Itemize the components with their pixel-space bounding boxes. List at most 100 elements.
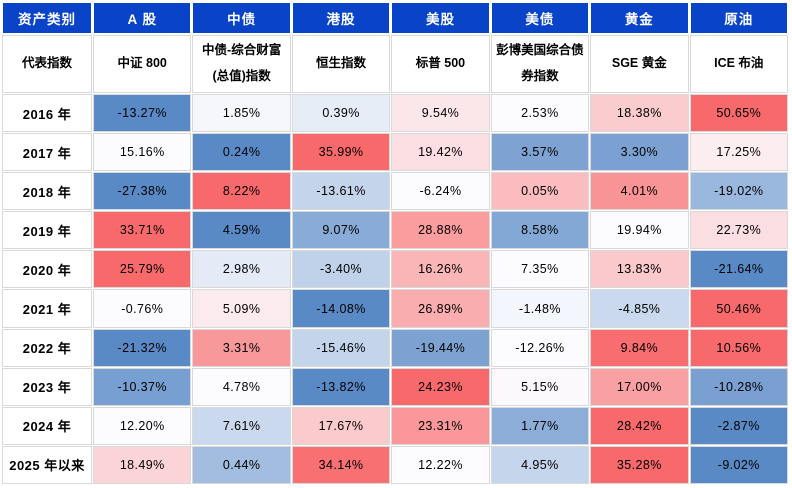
return-cell: 17.67% xyxy=(292,407,390,444)
year-label: 2024 年 xyxy=(3,407,91,444)
header-row: 资产类别 A 股中债 港股 美股 美债 黄金 原油 xyxy=(3,3,787,33)
return-cell: 7.35% xyxy=(491,251,589,288)
return-cell: 5.15% xyxy=(491,368,589,405)
corner-header-cell: 资产类别 xyxy=(3,3,91,33)
year-label: 2020 年 xyxy=(3,251,91,288)
return-cell: 18.49% xyxy=(94,446,191,483)
return-cell: 0.05% xyxy=(491,173,589,210)
return-cell: -19.02% xyxy=(690,173,787,210)
return-cell: -10.37% xyxy=(94,368,191,405)
table-row: 2020 年 25.79% 2.98% -3.40% 16.26% 7.35% 13.83%… xyxy=(3,251,787,288)
index-name: 中证 800 xyxy=(94,36,191,92)
return-cell: 34.14% xyxy=(292,446,390,483)
index-name: 中债-综合财富 (总值)指数 xyxy=(193,36,290,92)
return-cell: -13.27% xyxy=(94,95,191,132)
return-cell: -3.40% xyxy=(292,251,390,288)
return-cell: 16.26% xyxy=(392,251,489,288)
table-row: 2023 年 -10.37% 4.78% -13.82% 24.23% 5.15% 17.0… xyxy=(3,368,787,405)
year-label: 2017 年 xyxy=(3,134,91,171)
column-header: 美债 xyxy=(491,3,589,33)
return-cell: 1.77% xyxy=(491,407,589,444)
index-name: SGE 黄金 xyxy=(591,36,688,92)
column-header: 美股 xyxy=(392,3,489,33)
index-name: ICE 布油 xyxy=(690,36,787,92)
return-cell: 4.59% xyxy=(193,212,290,249)
index-row-label: 代表指数 xyxy=(3,36,91,92)
table-row: 2021 年 -0.76% 5.09% -14.08% 26.89% -1.48% -4.8… xyxy=(3,290,787,327)
return-cell: -21.32% xyxy=(94,329,191,366)
return-cell: -19.44% xyxy=(392,329,489,366)
return-cell: 35.99% xyxy=(292,134,390,171)
return-cell: 4.95% xyxy=(491,446,589,483)
index-row: 代表指数 中证 800 中债-综合财富 (总值)指数 恒生指数 标普 500 彭博美国综合… xyxy=(3,36,787,92)
return-cell: 0.39% xyxy=(292,95,390,132)
return-cell: 8.58% xyxy=(491,212,589,249)
table-row: 2018 年 -27.38% 8.22% -13.61% -6.24% 0.05% 4.01… xyxy=(3,173,787,210)
return-cell: 28.42% xyxy=(591,407,688,444)
return-cell: -0.76% xyxy=(94,290,191,327)
return-cell: 25.79% xyxy=(94,251,191,288)
return-cell: 22.73% xyxy=(690,212,787,249)
return-cell: 23.31% xyxy=(392,407,489,444)
column-header: A 股 xyxy=(94,3,191,33)
year-label: 2016 年 xyxy=(3,95,91,132)
return-cell: 26.89% xyxy=(392,290,489,327)
return-cell: -4.85% xyxy=(591,290,688,327)
index-name: 彭博美国综合债 券指数 xyxy=(491,36,589,92)
return-cell: -12.26% xyxy=(491,329,589,366)
return-cell: 5.09% xyxy=(193,290,290,327)
return-cell: 1.85% xyxy=(193,95,290,132)
year-label: 2025 年以来 xyxy=(3,446,91,483)
return-cell: 12.22% xyxy=(392,446,489,483)
return-cell: 24.23% xyxy=(392,368,489,405)
return-cell: -10.28% xyxy=(690,368,787,405)
table-row: 2024 年 12.20% 7.61% 17.67% 23.31% 1.77% 28.42%… xyxy=(3,407,787,444)
return-cell: 15.16% xyxy=(94,134,191,171)
column-header: 原油 xyxy=(690,3,787,33)
return-cell: 9.84% xyxy=(591,329,688,366)
return-cell: 4.78% xyxy=(193,368,290,405)
return-cell: -2.87% xyxy=(690,407,787,444)
table-row: 2022 年 -21.32% 3.31% -15.46% -19.44% -12.26% 9… xyxy=(3,329,787,366)
return-cell: 12.20% xyxy=(94,407,191,444)
return-cell: 17.25% xyxy=(690,134,787,171)
return-cell: 50.46% xyxy=(690,290,787,327)
return-cell: 3.57% xyxy=(491,134,589,171)
year-label: 2019 年 xyxy=(3,212,91,249)
return-cell: 4.01% xyxy=(591,173,688,210)
return-cell: 2.53% xyxy=(491,95,589,132)
column-header: 黄金 xyxy=(591,3,688,33)
column-header: 中债 xyxy=(193,3,290,33)
index-name: 标普 500 xyxy=(392,36,489,92)
return-cell: 3.31% xyxy=(193,329,290,366)
return-cell: 33.71% xyxy=(94,212,191,249)
table-row: 2016 年 -13.27% 1.85% 0.39% 9.54% 2.53% 18.38% 5… xyxy=(3,95,787,132)
year-label: 2021 年 xyxy=(3,290,91,327)
return-cell: 18.38% xyxy=(591,95,688,132)
return-cell: 17.00% xyxy=(591,368,688,405)
return-cell: -27.38% xyxy=(94,173,191,210)
return-cell: 0.24% xyxy=(193,134,290,171)
return-cell: -9.02% xyxy=(690,446,787,483)
return-cell: -14.08% xyxy=(292,290,390,327)
table-row: 2019 年 33.71% 4.59% 9.07% 28.88% 8.58% 19.94% 2… xyxy=(3,212,787,249)
return-cell: -1.48% xyxy=(491,290,589,327)
return-cell: 19.42% xyxy=(392,134,489,171)
return-cell: -13.82% xyxy=(292,368,390,405)
return-cell: 13.83% xyxy=(591,251,688,288)
return-cell: -15.46% xyxy=(292,329,390,366)
return-cell: 35.28% xyxy=(591,446,688,483)
return-cell: 8.22% xyxy=(193,173,290,210)
year-label: 2023 年 xyxy=(3,368,91,405)
table-row: 2025 年以来 18.49% 0.44% 34.14% 12.22% 4.95% 35.2… xyxy=(3,446,787,483)
return-cell: 10.56% xyxy=(690,329,787,366)
return-cell: -13.61% xyxy=(292,173,390,210)
return-cell: 3.30% xyxy=(591,134,688,171)
return-cell: 0.44% xyxy=(193,446,290,483)
return-cell: -6.24% xyxy=(392,173,489,210)
return-cell: 19.94% xyxy=(591,212,688,249)
return-cell: 50.65% xyxy=(690,95,787,132)
return-cell: 28.88% xyxy=(392,212,489,249)
